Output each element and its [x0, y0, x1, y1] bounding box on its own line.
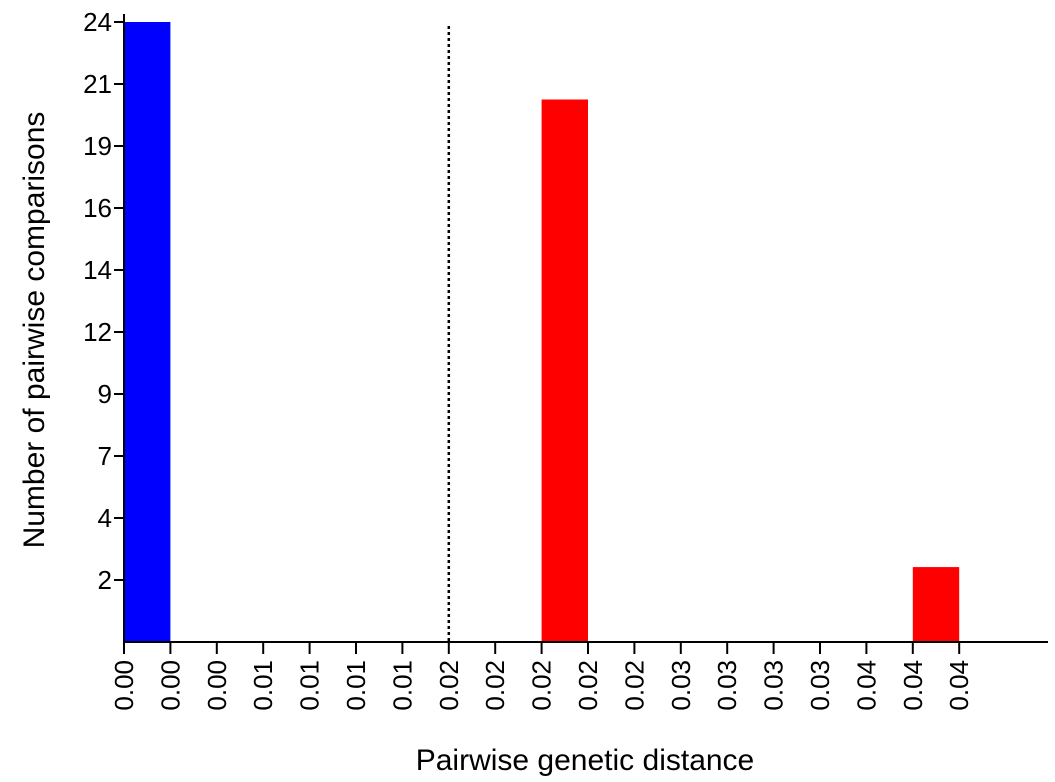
- x-tick-label: 0.04: [944, 660, 974, 711]
- y-tick-label: 24: [83, 7, 112, 37]
- y-axis-title: Number of pairwise comparisons: [18, 112, 51, 549]
- x-tick-label: 0.01: [387, 660, 417, 711]
- x-axis-title: Pairwise genetic distance: [416, 744, 755, 777]
- x-tick-label: 0.02: [480, 660, 510, 711]
- x-tick-label: 0.04: [898, 660, 928, 711]
- y-tick-label: 4: [98, 503, 112, 533]
- y-tick-label: 7: [98, 441, 112, 471]
- y-tick-label: 19: [83, 131, 112, 161]
- x-tick-label: 0.00: [109, 660, 139, 711]
- x-tick-label: 0.00: [155, 660, 185, 711]
- y-tick-label: 14: [83, 255, 112, 285]
- x-tick-label: 0.03: [805, 660, 835, 711]
- x-tick-label: 0.03: [666, 660, 696, 711]
- x-tick-label: 0.02: [619, 660, 649, 711]
- histogram-bar-1: [541, 99, 588, 642]
- y-tick-label: 2: [98, 565, 112, 595]
- axes-layer: [123, 14, 1048, 643]
- x-tick-label: 0.01: [295, 660, 325, 711]
- y-tick-label: 9: [98, 379, 112, 409]
- x-tick-label: 0.03: [712, 660, 742, 711]
- y-tick-label: 16: [83, 193, 112, 223]
- histogram-bar-2: [912, 567, 960, 642]
- y-tick-label: 21: [83, 69, 112, 99]
- x-tick-label: 0.00: [202, 660, 232, 711]
- bars-layer: [124, 22, 960, 642]
- x-tick-label: 0.03: [759, 660, 789, 711]
- x-tick-label: 0.01: [341, 660, 371, 711]
- x-tick-label: 0.02: [527, 660, 557, 711]
- y-tick-label: 12: [83, 317, 112, 347]
- x-tick-label: 0.02: [573, 660, 603, 711]
- x-tick-label: 0.04: [851, 660, 881, 711]
- x-tick-label: 0.02: [434, 660, 464, 711]
- histogram-bar-0: [124, 22, 171, 642]
- x-tick-label: 0.01: [248, 660, 278, 711]
